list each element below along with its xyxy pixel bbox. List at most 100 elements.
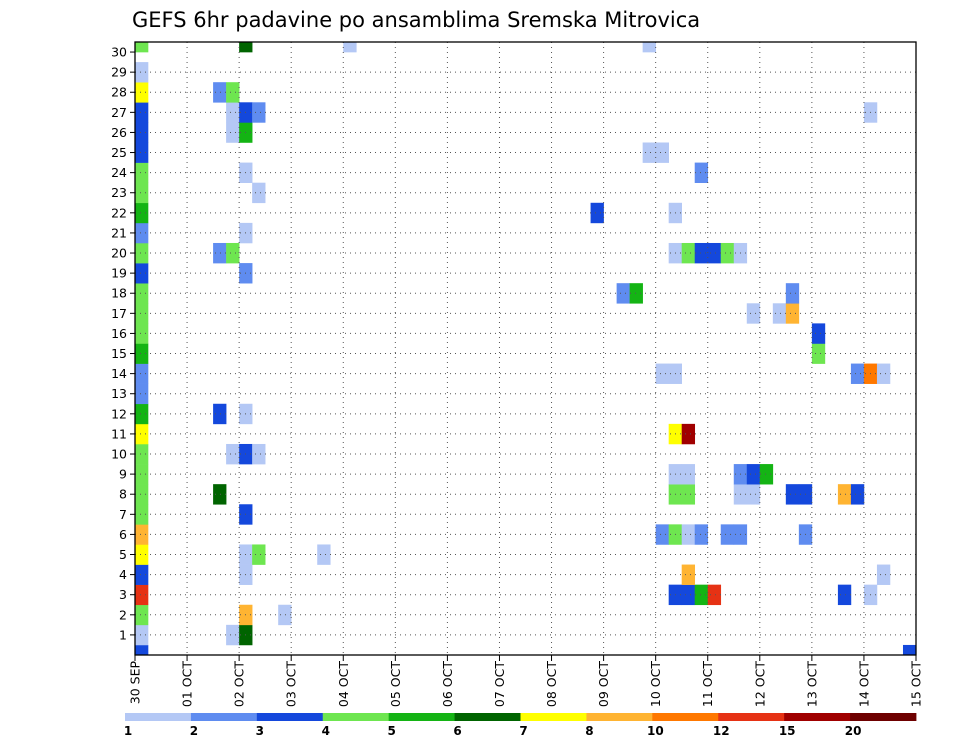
colorbar-segment — [520, 713, 587, 721]
heatmap-cell — [681, 484, 696, 505]
y-tick-label: 28 — [111, 85, 127, 100]
y-tick-label: 20 — [111, 246, 127, 261]
heatmap-cell — [694, 584, 709, 606]
y-tick-label: 3 — [119, 587, 127, 602]
y-tick-label: 12 — [111, 406, 127, 421]
heatmap-cell — [135, 363, 149, 384]
x-axis: 30 SEP 01 OCT 02 OCT 03 OCT 04 OCT 05 OCT 06 O… — [128, 655, 924, 707]
colorbar-label: 12 — [713, 724, 730, 738]
heatmap-cell — [590, 202, 604, 224]
heatmap-cell — [837, 584, 852, 606]
colorbar-segment — [125, 713, 192, 721]
x-tick-label: 11 OCT — [700, 661, 715, 707]
colorbar-segment — [454, 713, 521, 721]
colorbar-segment — [322, 713, 390, 721]
colorbar-label: 20 — [845, 724, 862, 738]
colorbar-label: 3 — [256, 724, 264, 738]
x-tick-label: 08 OCT — [544, 661, 559, 707]
heatmap-cell — [135, 524, 149, 545]
colorbar-label: 1 — [124, 724, 132, 738]
heatmap-cell — [213, 403, 227, 425]
y-tick-label: 10 — [111, 447, 127, 462]
colorbar-segment — [850, 713, 917, 721]
y-tick-label: 29 — [111, 65, 127, 80]
heatmap-cell — [850, 484, 865, 505]
heatmap-cell — [135, 202, 149, 224]
heatmap-cell — [135, 383, 149, 405]
heatmap-cell — [226, 624, 240, 646]
heatmap-cell — [213, 484, 227, 505]
heatmap-cell — [811, 323, 826, 344]
heatmap-cell — [135, 283, 149, 304]
heatmap-cell — [135, 263, 149, 284]
heatmap-cell — [135, 584, 149, 606]
heatmap-cell — [317, 544, 331, 565]
heatmap-cell — [135, 464, 149, 485]
y-tick-label: 16 — [111, 326, 127, 341]
y-tick-label: 13 — [111, 386, 127, 401]
x-tick-label: 01 OCT — [180, 661, 195, 707]
x-tick-label: 05 OCT — [388, 661, 403, 707]
y-tick-label: 2 — [119, 607, 127, 622]
heatmap-cell — [642, 42, 656, 53]
colorbar-segment — [190, 713, 258, 721]
heatmap-cell — [616, 283, 630, 304]
y-tick-label: 24 — [111, 165, 127, 180]
x-tick-label: 13 OCT — [804, 661, 819, 707]
heatmap-cell — [135, 443, 149, 465]
chart-title: GEFS 6hr padavine po ansamblima Sremska … — [132, 8, 700, 32]
colorbar-segment — [256, 713, 324, 721]
heatmap-cell — [239, 42, 253, 53]
heatmap-cell — [876, 363, 891, 384]
colorbar-label: 5 — [387, 724, 395, 738]
y-tick-label: 25 — [111, 145, 127, 160]
heatmap-cell — [629, 283, 643, 304]
heatmap-cell — [811, 343, 826, 364]
colorbar-label: 10 — [647, 724, 664, 738]
heatmap-cell — [681, 584, 696, 606]
heatmap-cell — [343, 42, 357, 53]
heatmap-cell — [135, 604, 149, 626]
heatmap-cell — [135, 303, 149, 324]
x-tick-label: 15 OCT — [909, 661, 924, 707]
y-tick-label: 26 — [111, 125, 127, 140]
y-tick-label: 11 — [111, 426, 127, 441]
heatmap-cell — [772, 303, 787, 324]
heatmap-cell — [135, 564, 149, 585]
heatmap-cell — [655, 142, 669, 163]
y-tick-label: 17 — [111, 306, 127, 321]
heatmap-cell — [135, 624, 149, 646]
heatmap-cell — [252, 102, 266, 123]
heatmap-cell — [135, 644, 149, 656]
heatmap-cell — [681, 564, 696, 585]
y-tick-label: 9 — [119, 467, 127, 482]
heatmap-cell — [135, 162, 149, 183]
heatmap-cell — [746, 464, 761, 485]
heatmap-cell — [655, 524, 669, 545]
colorbar-segment — [586, 713, 653, 721]
x-tick-label: 10 OCT — [648, 661, 663, 707]
y-tick-label: 22 — [111, 205, 127, 220]
heatmap-cell — [785, 484, 800, 505]
heatmap-cell — [876, 564, 891, 585]
heatmap-cell — [694, 524, 709, 545]
heatmap-cell — [135, 142, 149, 163]
y-tick-label: 1 — [119, 627, 127, 642]
y-tick-label: 19 — [111, 266, 127, 281]
heatmap-cell — [785, 303, 800, 324]
heatmap-cell — [681, 242, 696, 264]
heatmap-cell — [213, 242, 227, 264]
x-tick-label: 02 OCT — [232, 661, 247, 707]
colorbar-segment — [718, 713, 785, 721]
y-tick-label: 7 — [119, 507, 127, 522]
heatmap-cell — [226, 242, 240, 264]
heatmap-cell — [850, 363, 865, 384]
heatmap-cell — [226, 102, 240, 123]
x-tick-label: 06 OCT — [440, 661, 455, 707]
y-tick-label: 23 — [111, 185, 127, 200]
heatmap-cell — [226, 122, 240, 143]
heatmap-cell — [213, 82, 227, 103]
heatmap-cell — [694, 242, 709, 264]
heatmap-cell — [746, 484, 761, 505]
heatmap-cell — [135, 62, 149, 83]
